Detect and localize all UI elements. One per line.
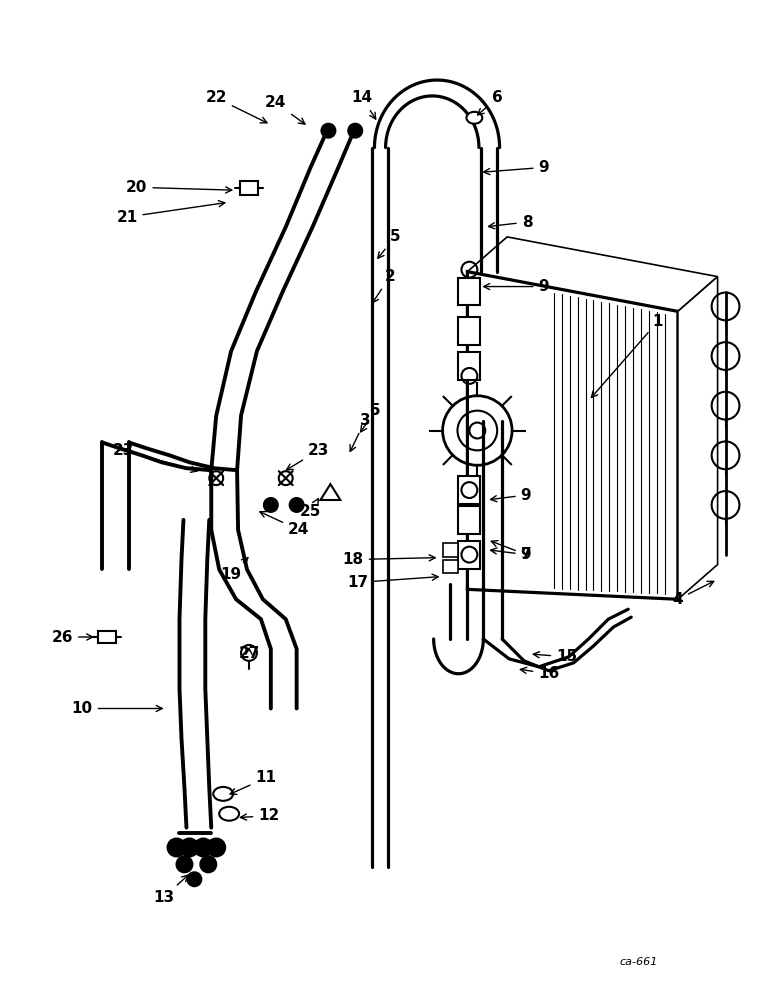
Text: 9: 9 [490,488,531,503]
Ellipse shape [466,112,482,124]
Text: 20: 20 [126,180,232,195]
Text: 19: 19 [221,558,248,582]
Text: 11: 11 [230,770,276,794]
Circle shape [208,839,225,856]
Circle shape [348,124,362,138]
Bar [459,317,480,345]
Ellipse shape [219,807,239,821]
Text: 9: 9 [483,160,549,175]
Bar [442,543,459,557]
Text: 22: 22 [205,90,267,123]
Circle shape [177,856,192,872]
Text: 12: 12 [240,808,279,823]
Ellipse shape [213,787,233,801]
Text: 18: 18 [343,552,435,567]
Bar [459,352,480,380]
Circle shape [195,839,212,856]
Text: 10: 10 [72,701,162,716]
Text: 9: 9 [490,547,531,562]
Text: 9: 9 [483,279,549,294]
Bar [459,476,480,504]
Polygon shape [467,237,718,311]
Circle shape [321,124,335,138]
Text: 21: 21 [117,201,225,225]
Text: 16: 16 [520,666,560,681]
Text: 24: 24 [265,95,305,124]
Circle shape [188,872,201,886]
Bar [98,631,116,643]
Text: 23: 23 [113,443,197,472]
Text: 8: 8 [489,215,532,230]
Circle shape [201,856,216,872]
Bar [240,181,258,195]
Text: 4: 4 [672,581,714,607]
Text: ca-661: ca-661 [619,957,658,967]
Polygon shape [678,277,718,599]
Text: 7: 7 [491,541,531,562]
Text: 1: 1 [591,314,663,397]
Text: 3: 3 [350,413,371,451]
Text: 25: 25 [300,499,321,519]
Circle shape [181,839,198,856]
Text: 24: 24 [260,512,310,537]
Text: 17: 17 [347,574,438,590]
Text: 5: 5 [361,403,381,432]
Text: 5: 5 [378,229,400,258]
Bar [459,506,480,534]
Text: 13: 13 [153,875,188,905]
Text: 26: 26 [52,630,93,645]
Bar [442,560,459,573]
Circle shape [264,498,278,512]
Text: 27: 27 [239,646,259,661]
Bar [459,278,480,305]
Text: 15: 15 [533,649,577,664]
Polygon shape [320,484,340,500]
Text: 14: 14 [351,90,376,119]
Text: 6: 6 [478,90,503,115]
Bar [459,541,480,569]
Text: 23: 23 [286,443,329,470]
Circle shape [290,498,303,512]
Text: 2: 2 [373,269,395,303]
Polygon shape [467,272,678,599]
Circle shape [168,839,185,856]
